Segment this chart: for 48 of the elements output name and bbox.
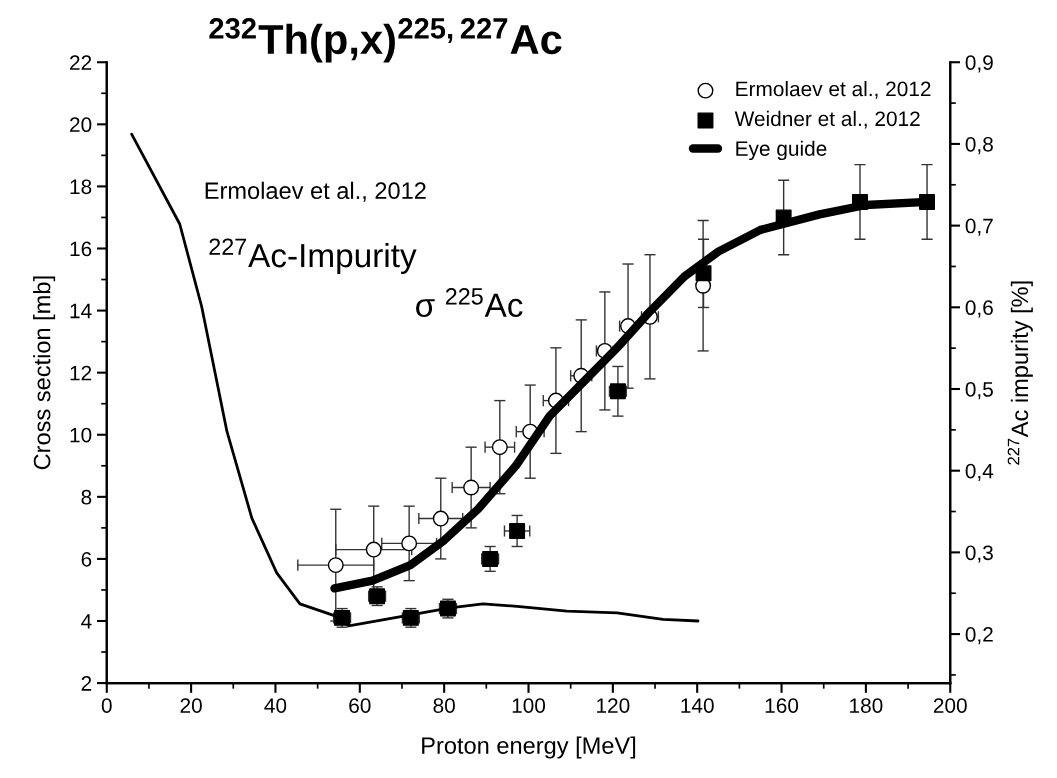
legend-label: Weidner et al., 2012 <box>734 110 920 129</box>
x-tick-label: 160 <box>765 698 799 713</box>
x-axis-title: Proton energy [MeV] <box>422 736 636 759</box>
y-tick-label: 12 <box>70 365 92 381</box>
y-tick-label: 14 <box>70 303 92 319</box>
x-tick-label: 60 <box>349 698 371 713</box>
chart-title: $^{232}$Th(p,x)$^{225,227}$Ac <box>209 18 562 63</box>
y2-tick-label: 0,9 <box>965 55 993 73</box>
x-tick-label: 140 <box>681 698 714 713</box>
point <box>401 535 418 552</box>
legend-label: Ermolaev et al., 2012 <box>736 80 931 99</box>
point <box>491 439 508 456</box>
y-tick-label: 18 <box>70 179 92 195</box>
y2-tick-label: 0,5 <box>965 382 993 400</box>
y-tick-label: 6 <box>81 551 92 567</box>
legend-label: Eye guide <box>736 140 827 161</box>
x-tick-label: 0 <box>101 698 112 713</box>
y2-tick-label: 0,2 <box>965 627 993 645</box>
y-tick-label: 8 <box>81 489 92 505</box>
y-tick-label: 22 <box>70 55 92 70</box>
x-tick-label: 40 <box>264 698 287 713</box>
x-tick-label: 120 <box>597 698 630 713</box>
y-tick-label: 10 <box>70 427 92 443</box>
x-tick-label: 20 <box>180 698 202 713</box>
y2-tick-label: 0,4 <box>965 463 994 481</box>
x-tick-label: 200 <box>933 698 967 713</box>
y-tick-label: 16 <box>70 241 92 257</box>
x-tick-label: 80 <box>433 698 455 713</box>
line-series <box>130 132 700 628</box>
x-tick-label: 100 <box>512 698 546 713</box>
annotation: Ermolaev et al., 2012 <box>205 181 426 202</box>
point <box>509 522 526 539</box>
x-tick-label: 180 <box>850 698 883 713</box>
point <box>463 479 480 496</box>
y2-tick-label: 0,6 <box>965 300 993 318</box>
point <box>327 557 344 574</box>
y2-axis-title: $^{227}$Ac impurity [%] <box>1007 281 1033 465</box>
y-tick-label: 20 <box>70 117 92 133</box>
annotation: σ $^{225}$Ac <box>416 288 523 318</box>
y-tick-label: 4 <box>81 614 92 629</box>
y-tick-label: 2 <box>81 676 92 691</box>
point <box>432 510 449 527</box>
y-axis-title: Cross section [mb] <box>33 276 56 470</box>
annotation: $^{227}$Ac-Impurity <box>209 238 417 274</box>
y2-tick-label: 0,3 <box>965 545 993 563</box>
y2-tick-label: 0,8 <box>965 136 993 155</box>
point <box>365 541 382 558</box>
y2-tick-label: 0,7 <box>965 218 993 236</box>
